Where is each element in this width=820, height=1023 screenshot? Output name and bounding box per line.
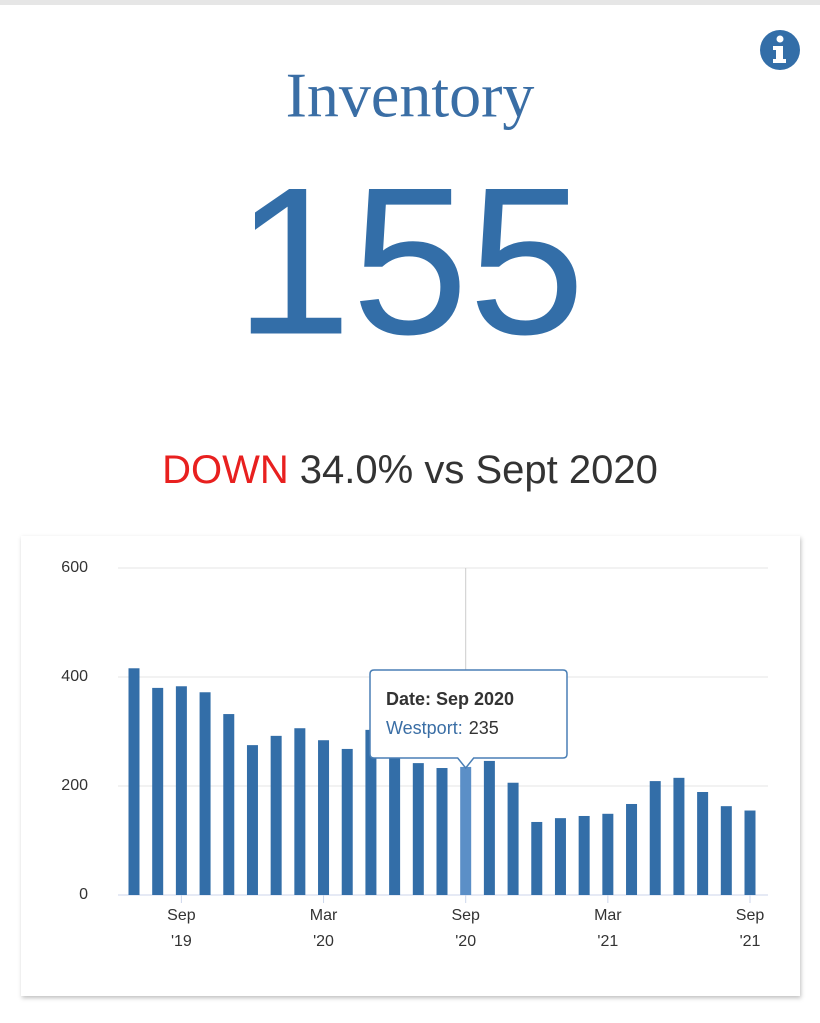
change-line: DOWN 34.0% vs Sept 2020 [162, 448, 658, 492]
chart-panel [21, 536, 800, 996]
bar [199, 692, 211, 895]
info-icon[interactable] [760, 30, 800, 70]
title: Inventory [286, 60, 535, 131]
bar [270, 735, 282, 895]
big-value: 155 [235, 143, 585, 378]
bar [246, 745, 258, 895]
tooltip-title: Date: Sep 2020 [386, 689, 514, 709]
change-direction: DOWN [162, 448, 289, 492]
bar [294, 728, 306, 895]
bar [649, 781, 661, 895]
y-tick-label: 0 [79, 886, 88, 903]
bar [507, 782, 519, 895]
bar [152, 687, 164, 895]
bar [436, 768, 448, 895]
bar [602, 813, 614, 895]
tooltip: Date: Sep 2020 Westport: 235 [369, 669, 568, 770]
tooltip-box [369, 669, 568, 770]
bar [389, 752, 401, 895]
tooltip-row: Westport: 235 [386, 718, 499, 738]
x-tick-label: Mar '21 [594, 907, 622, 950]
bar [720, 806, 732, 895]
tooltip-series: Westport: [386, 718, 463, 738]
bar [531, 821, 543, 895]
x-tick-label: Sep '20 [451, 907, 480, 950]
bar [673, 777, 685, 895]
bar [460, 766, 472, 895]
bar [223, 714, 235, 895]
bar [554, 818, 566, 895]
bar [578, 815, 590, 895]
tooltip-value: 235 [469, 718, 499, 738]
y-tick-label: 400 [61, 668, 88, 685]
top-border [0, 0, 820, 5]
x-tick-label: Mar '20 [310, 907, 338, 950]
x-tick-label: Sep '21 [736, 907, 765, 950]
bar [744, 810, 756, 895]
y-tick-label: 200 [61, 777, 88, 794]
bar [626, 803, 638, 895]
bar [175, 686, 187, 895]
bar [483, 760, 495, 895]
bar [128, 668, 140, 895]
y-tick-label: 600 [61, 559, 88, 576]
bar [318, 740, 330, 895]
change-text: 34.0% vs Sept 2020 [300, 448, 658, 492]
bar [412, 763, 424, 895]
x-tick-label: Sep '19 [167, 907, 196, 950]
bar [365, 729, 377, 895]
bar [697, 791, 709, 895]
bar [341, 748, 353, 895]
